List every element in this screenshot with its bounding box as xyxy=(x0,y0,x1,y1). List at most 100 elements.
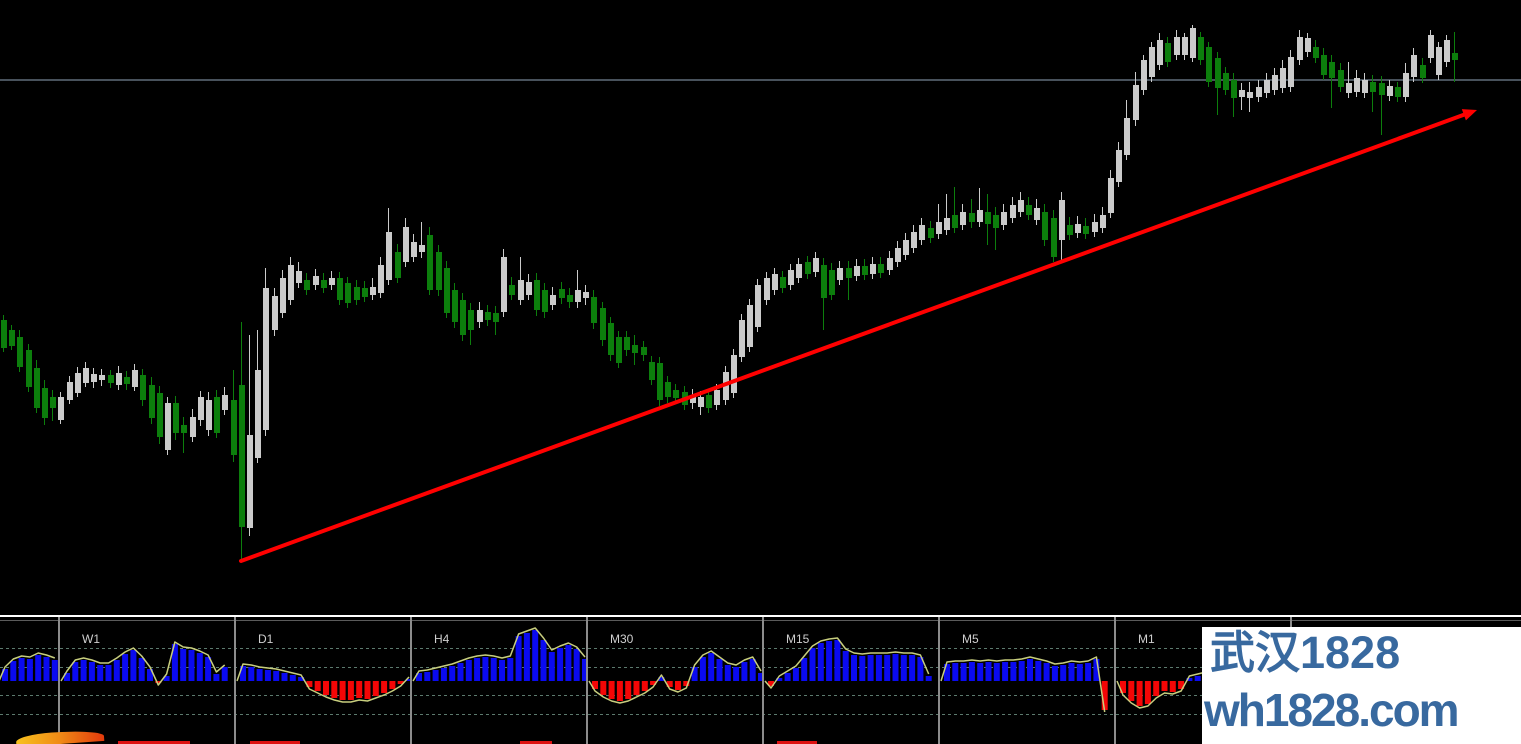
candle xyxy=(280,270,286,318)
candle xyxy=(1247,82,1253,112)
candle xyxy=(952,187,958,233)
panel-separator xyxy=(234,617,236,744)
candle xyxy=(1370,75,1376,112)
candle xyxy=(1379,76,1385,135)
histogram-bar xyxy=(944,664,950,681)
histogram-bar xyxy=(298,677,305,681)
candle-body xyxy=(755,285,761,327)
red-text-fragment xyxy=(777,741,817,744)
indicator-panel-h4[interactable]: H4 xyxy=(410,617,588,744)
indicator-panel-d1[interactable]: D1 xyxy=(234,617,412,744)
candle-body xyxy=(263,288,269,430)
candle xyxy=(911,225,917,253)
candle xyxy=(550,287,556,310)
trendline-segment[interactable] xyxy=(239,112,1466,563)
candle xyxy=(1198,32,1204,65)
candle-body xyxy=(1321,55,1327,75)
candle-body xyxy=(1083,226,1089,234)
panel-top-separator-shadow xyxy=(0,620,1521,621)
histogram-bar xyxy=(389,681,396,689)
panel-separator xyxy=(762,617,764,744)
candle xyxy=(755,279,761,332)
histogram-bar xyxy=(43,657,50,681)
candle xyxy=(1305,33,1311,57)
candle-body xyxy=(731,355,737,393)
histogram-bar xyxy=(289,675,296,681)
indicator-panel-w1[interactable]: W1 xyxy=(58,617,228,744)
candle-body xyxy=(477,310,483,322)
histogram-bar xyxy=(397,681,404,684)
candle-body xyxy=(247,435,253,528)
candle xyxy=(1108,170,1114,218)
candle xyxy=(936,204,942,239)
candle-body xyxy=(1411,55,1417,77)
candle-body xyxy=(509,285,515,295)
candle xyxy=(91,368,97,388)
candle-body xyxy=(1297,37,1303,60)
candle xyxy=(1034,199,1040,225)
histogram-bar xyxy=(768,681,774,686)
candle-body xyxy=(1026,205,1032,215)
candle-body xyxy=(1034,208,1040,220)
candle-body xyxy=(493,313,499,322)
candle-body xyxy=(772,274,778,290)
candle-body xyxy=(501,257,507,312)
candle-body xyxy=(862,266,868,275)
candle xyxy=(1411,48,1417,82)
histogram-bar xyxy=(784,673,791,681)
histogram-bar xyxy=(909,655,916,681)
candle-body xyxy=(944,218,950,230)
candle-body xyxy=(395,252,401,278)
candle-body xyxy=(846,268,852,278)
candle-body xyxy=(1018,200,1024,212)
candle xyxy=(509,277,515,300)
histogram-bar xyxy=(1128,681,1135,701)
candle-body xyxy=(222,395,228,410)
candle xyxy=(1141,55,1147,95)
signal-line xyxy=(940,656,1106,713)
candle-body xyxy=(321,280,327,288)
candle-body xyxy=(878,264,884,273)
histogram-bar xyxy=(532,630,539,681)
histogram-bar xyxy=(381,681,388,693)
histogram-bar xyxy=(1051,666,1058,681)
candle-body xyxy=(1067,225,1073,235)
candle xyxy=(321,273,327,293)
candle-body xyxy=(690,395,696,403)
candle-body xyxy=(280,278,286,313)
candle-body xyxy=(583,292,589,298)
indicator-panel-left-edge[interactable] xyxy=(0,652,58,681)
candle-body xyxy=(1133,85,1139,120)
candle-body xyxy=(1182,37,1188,55)
candle-body xyxy=(1108,178,1114,213)
candle-body xyxy=(706,395,712,408)
candle-body xyxy=(50,397,56,408)
candle-body xyxy=(747,305,753,347)
candle-body xyxy=(714,390,720,405)
histogram-bar xyxy=(749,659,756,681)
histogram-bar xyxy=(97,665,104,681)
candle-body xyxy=(255,370,261,458)
candle-body xyxy=(1329,62,1335,78)
candle xyxy=(362,281,368,302)
candle-body xyxy=(821,265,827,298)
candle xyxy=(1067,217,1073,240)
indicator-panel-m15[interactable]: M15 xyxy=(762,617,932,744)
histogram-bar xyxy=(1043,663,1050,681)
histogram-bar xyxy=(741,662,748,681)
histogram-bar xyxy=(733,667,740,681)
indicator-panel-m30[interactable]: M30 xyxy=(586,617,764,744)
candle xyxy=(600,302,606,346)
candle xyxy=(222,387,228,415)
candle-body xyxy=(403,227,409,262)
trendline[interactable] xyxy=(239,109,1477,563)
indicator-panel-m5[interactable]: M5 xyxy=(938,617,1108,744)
candle-body xyxy=(378,265,384,293)
candle-body xyxy=(665,382,671,397)
candle xyxy=(50,390,56,421)
candle xyxy=(67,376,73,404)
candle-body xyxy=(1141,60,1147,90)
candle-body xyxy=(993,215,999,228)
